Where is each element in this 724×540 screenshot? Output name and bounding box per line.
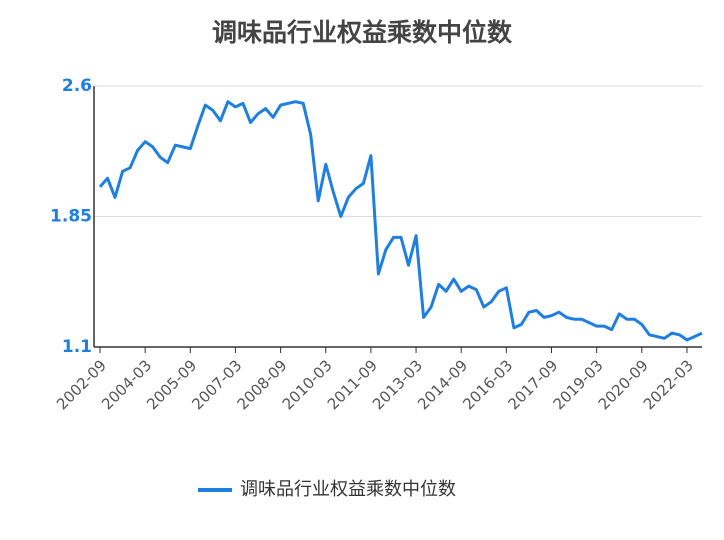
- chart-title: 调味品行业权益乘数中位数: [212, 18, 513, 47]
- y-tick-label: 1.1: [62, 337, 92, 357]
- y-tick-label: 1.85: [50, 207, 92, 227]
- x-tick-label: 2022-03: [640, 356, 697, 413]
- data-line: [98, 100, 703, 342]
- y-tick-label: 2.6: [62, 76, 92, 96]
- legend-label: 调味品行业权益乘数中位数: [240, 479, 456, 500]
